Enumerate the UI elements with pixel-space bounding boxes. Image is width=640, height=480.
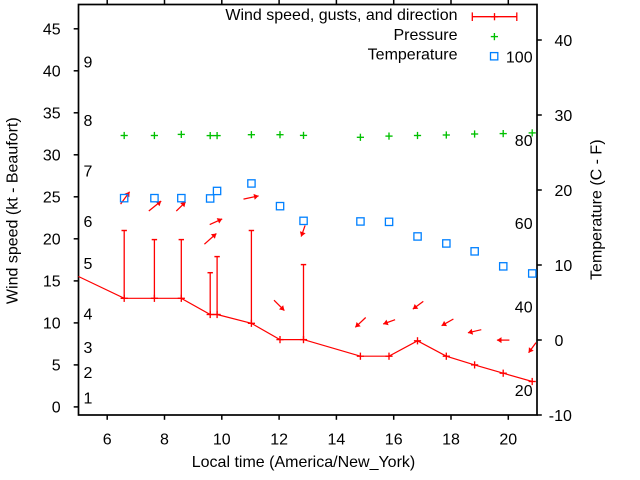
svg-text:6: 6 bbox=[84, 214, 93, 231]
svg-text:9: 9 bbox=[84, 54, 93, 71]
svg-text:20: 20 bbox=[515, 383, 533, 400]
svg-text:15: 15 bbox=[43, 274, 61, 291]
svg-text:18: 18 bbox=[442, 431, 460, 448]
svg-text:5: 5 bbox=[52, 358, 61, 375]
svg-text:80: 80 bbox=[515, 133, 533, 150]
svg-text:Local time (America/New_York): Local time (America/New_York) bbox=[192, 454, 415, 471]
svg-text:100: 100 bbox=[506, 50, 533, 67]
svg-text:3: 3 bbox=[84, 340, 93, 357]
svg-text:20: 20 bbox=[43, 232, 61, 249]
svg-text:5: 5 bbox=[84, 256, 93, 273]
svg-text:Wind speed (kt - Beaufort): Wind speed (kt - Beaufort) bbox=[5, 117, 22, 304]
svg-text:12: 12 bbox=[270, 431, 288, 448]
svg-text:20: 20 bbox=[555, 183, 573, 200]
svg-text:40: 40 bbox=[555, 33, 573, 50]
svg-text:10: 10 bbox=[555, 258, 573, 275]
svg-text:8: 8 bbox=[160, 431, 169, 448]
svg-text:40: 40 bbox=[515, 300, 533, 317]
svg-text:10: 10 bbox=[43, 316, 61, 333]
svg-text:40: 40 bbox=[43, 64, 61, 81]
svg-text:2: 2 bbox=[84, 365, 93, 382]
svg-text:30: 30 bbox=[43, 148, 61, 165]
svg-text:Temperature (C - F): Temperature (C - F) bbox=[589, 139, 606, 279]
svg-text:6: 6 bbox=[103, 431, 112, 448]
svg-text:20: 20 bbox=[499, 431, 517, 448]
svg-text:0: 0 bbox=[52, 400, 61, 417]
svg-text:45: 45 bbox=[43, 22, 61, 39]
svg-text:35: 35 bbox=[43, 106, 61, 123]
svg-text:25: 25 bbox=[43, 190, 61, 207]
svg-text:60: 60 bbox=[515, 216, 533, 233]
svg-text:14: 14 bbox=[328, 431, 346, 448]
svg-text:Pressure: Pressure bbox=[393, 27, 457, 44]
svg-text:8: 8 bbox=[84, 113, 93, 130]
svg-text:0: 0 bbox=[555, 333, 564, 350]
svg-text:Temperature: Temperature bbox=[368, 47, 458, 64]
svg-text:Wind speed, gusts, and directi: Wind speed, gusts, and direction bbox=[225, 7, 457, 24]
svg-text:30: 30 bbox=[555, 108, 573, 125]
svg-text:10: 10 bbox=[213, 431, 231, 448]
svg-text:-10: -10 bbox=[549, 408, 572, 425]
svg-text:1: 1 bbox=[84, 390, 93, 407]
svg-text:4: 4 bbox=[84, 306, 93, 323]
svg-text:7: 7 bbox=[84, 164, 93, 181]
svg-text:16: 16 bbox=[385, 431, 403, 448]
